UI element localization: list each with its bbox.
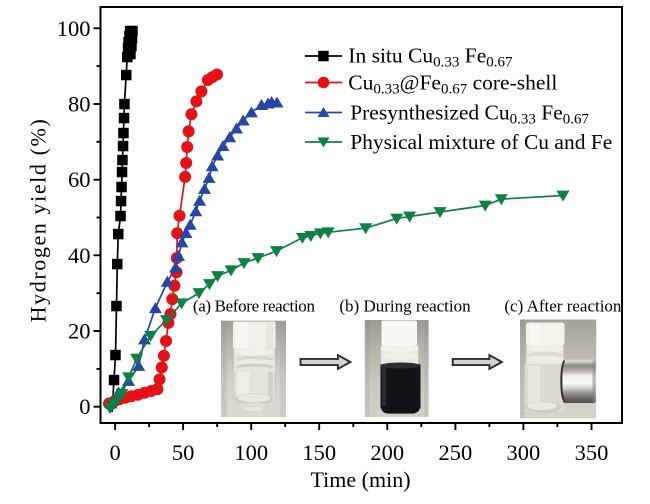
- svg-text:80: 80: [68, 92, 91, 117]
- svg-text:60: 60: [68, 167, 91, 192]
- svg-text:20: 20: [68, 319, 91, 344]
- svg-text:40: 40: [68, 243, 91, 268]
- svg-text:Time (min): Time (min): [310, 467, 410, 492]
- svg-text:300: 300: [507, 440, 541, 465]
- svg-text:100: 100: [57, 16, 91, 41]
- svg-text:Presynthesized Cu0.33 Fe0.67: Presynthesized Cu0.33 Fe0.67: [350, 101, 589, 128]
- svg-text:150: 150: [302, 440, 336, 465]
- svg-text:(a) Before reaction: (a) Before reaction: [193, 297, 316, 316]
- svg-text:200: 200: [370, 440, 404, 465]
- svg-text:(c) After reaction: (c) After reaction: [504, 297, 622, 316]
- svg-text:0: 0: [109, 440, 120, 465]
- svg-text:In situ Cu0.33 Fe0.67: In situ Cu0.33 Fe0.67: [348, 44, 513, 71]
- svg-text:250: 250: [439, 440, 473, 465]
- svg-text:Cu0.33@Fe0.67 core-shell: Cu0.33@Fe0.67 core-shell: [348, 71, 557, 98]
- svg-text:350: 350: [575, 440, 609, 465]
- svg-text:Physical mixture of Cu and Fe: Physical mixture of Cu and Fe: [350, 130, 612, 154]
- svg-text:Hydrogen yield (%): Hydrogen yield (%): [26, 118, 51, 323]
- svg-text:100: 100: [234, 440, 268, 465]
- svg-text:(b) During reaction: (b) During reaction: [339, 296, 471, 315]
- svg-text:50: 50: [172, 440, 195, 465]
- svg-text:0: 0: [79, 394, 90, 419]
